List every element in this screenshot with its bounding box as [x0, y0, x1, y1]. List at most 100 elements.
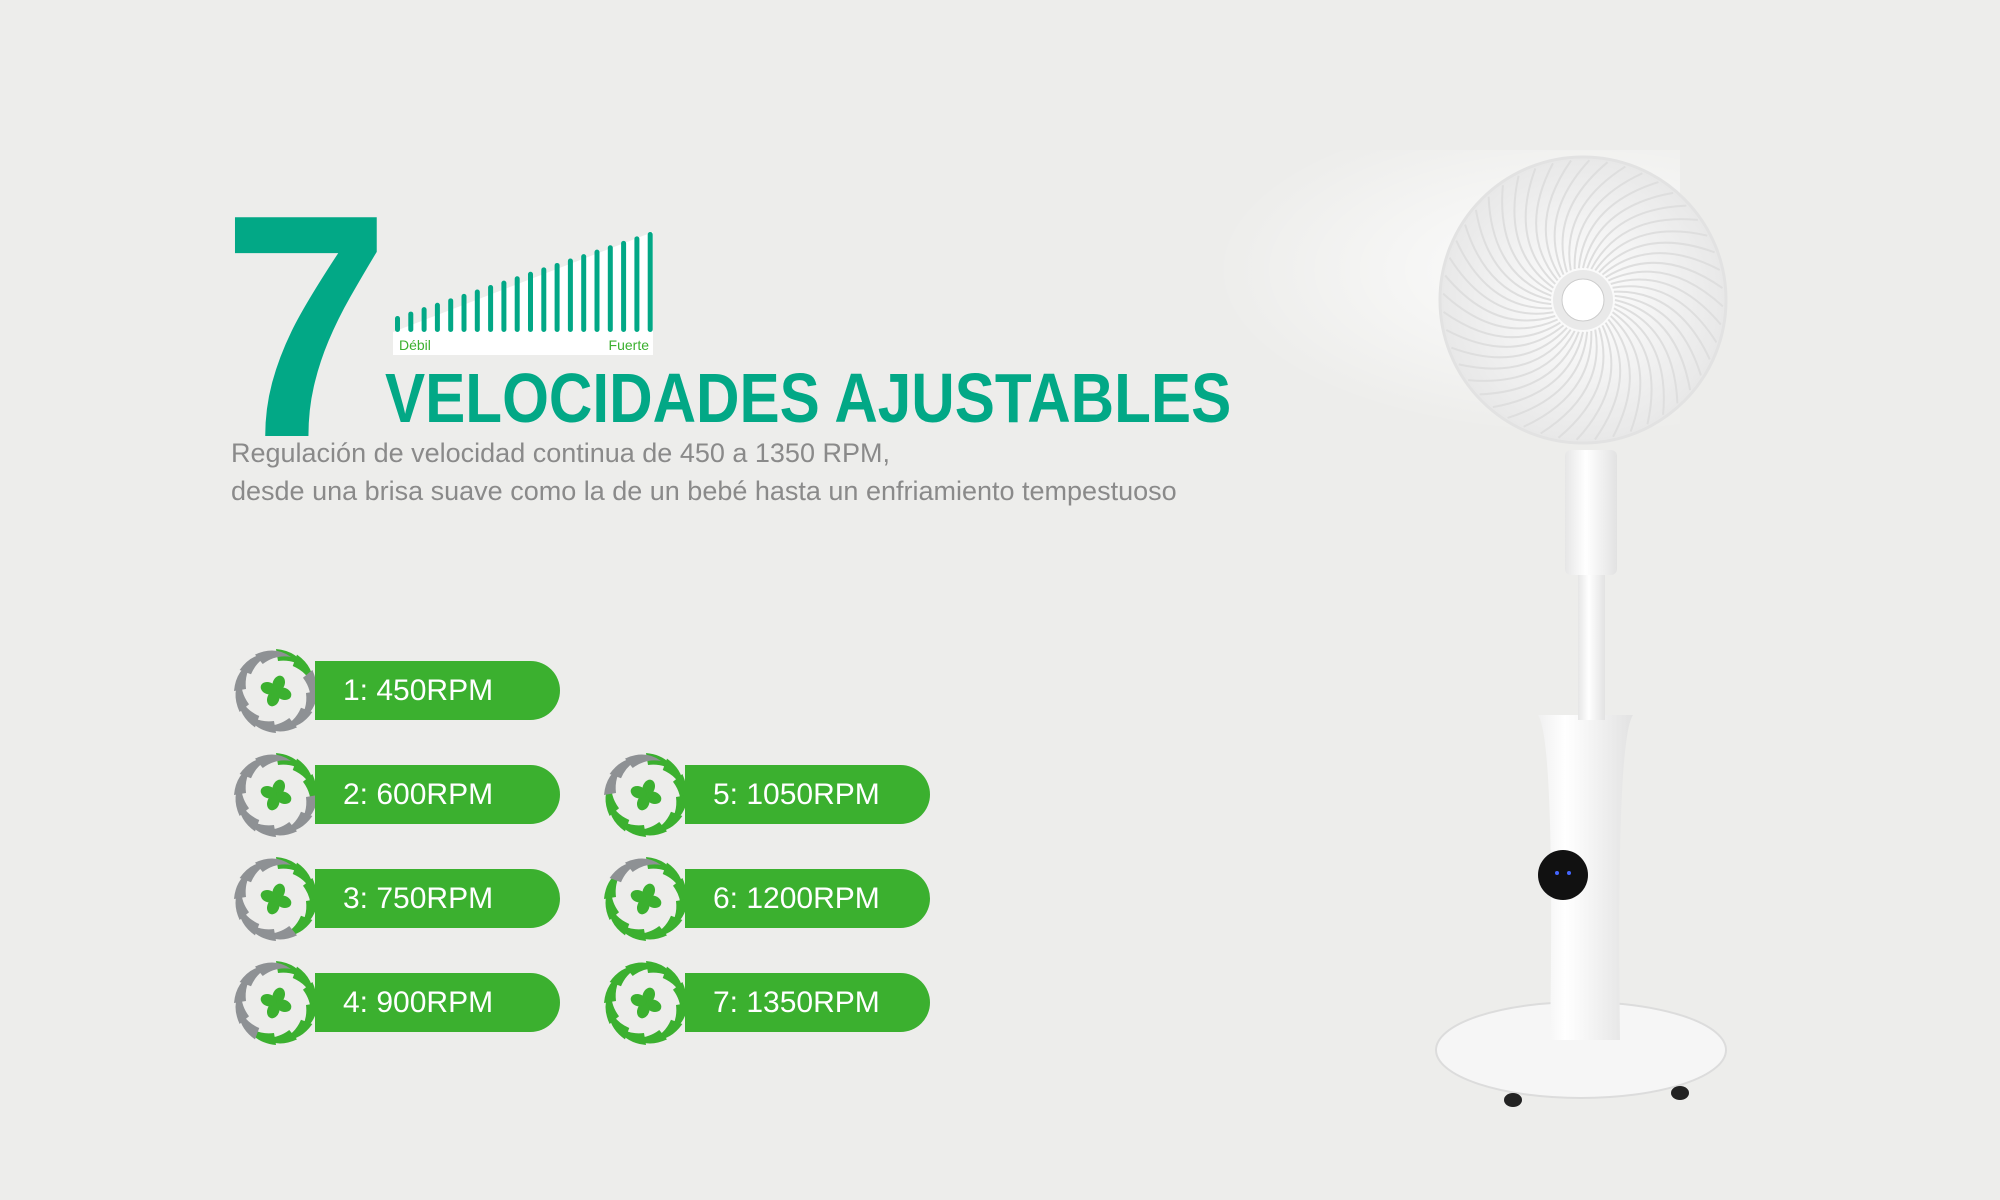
- grill-wire: [1612, 285, 1718, 343]
- swirl-blade: [255, 754, 291, 769]
- swirl-blade: [625, 962, 661, 977]
- swirl-blade: [292, 966, 314, 999]
- fan-blade: [275, 999, 292, 1013]
- grill-wire: [1614, 299, 1692, 391]
- grill-wire: [1594, 230, 1708, 272]
- grill-wire: [1445, 324, 1565, 348]
- pedestal-fan-image: [1435, 155, 1728, 1107]
- grill-wire: [1614, 294, 1702, 376]
- grill-wire: [1535, 162, 1559, 282]
- grill-wire: [1501, 185, 1553, 293]
- swirl-blade: [238, 903, 260, 936]
- swirl-blade: [608, 799, 630, 832]
- swirl-blade: [609, 757, 642, 779]
- meter-bar: [421, 307, 427, 332]
- speed-item: 4: 900RPM: [230, 957, 560, 1047]
- fan-neck: [1565, 450, 1617, 575]
- fan-blade: [630, 785, 647, 799]
- meter-bar: [488, 285, 494, 332]
- description-line-2: desde una brisa suave como la de un bebé…: [231, 476, 1177, 506]
- grill-wire: [1598, 241, 1715, 273]
- meter-bar: [434, 302, 440, 332]
- swirl-blade: [239, 653, 272, 675]
- fan-blade: [260, 681, 277, 695]
- fan-blade: [260, 785, 277, 799]
- grill-wire: [1611, 311, 1653, 425]
- swirl-blade: [238, 1007, 260, 1040]
- swirl-blade: [255, 650, 291, 665]
- meter-bar: [474, 289, 480, 332]
- wheel: [1504, 1093, 1522, 1107]
- swirl-blade: [650, 811, 683, 833]
- control-panel: [1538, 850, 1588, 900]
- meter-min-label: Débil: [399, 337, 431, 353]
- grill-wire: [1607, 270, 1724, 308]
- swirl-blade: [239, 965, 272, 987]
- fan-blade: [266, 1002, 280, 1019]
- grill-wire: [1613, 307, 1665, 415]
- fan-speed-icon: [604, 961, 688, 1045]
- meter-bar: [567, 258, 573, 332]
- grill-wire: [1468, 330, 1576, 382]
- grill-wire: [1577, 181, 1659, 269]
- swirl-blade: [662, 966, 684, 999]
- meter-bar: [395, 316, 400, 332]
- grill-wire: [1568, 165, 1626, 271]
- fan-blade: [645, 895, 662, 909]
- swirl-blade: [239, 757, 272, 779]
- fan-blade: [645, 999, 662, 1013]
- grill-wire: [1607, 318, 1631, 438]
- grill-wire: [1605, 261, 1724, 289]
- description-line-1: Regulación de velocidad continua de 450 …: [231, 438, 890, 468]
- grill-wire: [1464, 224, 1552, 306]
- swirl-blade: [238, 799, 260, 832]
- fan-blade: [645, 791, 662, 805]
- fan-blade: [636, 794, 650, 811]
- grill-wire: [1479, 331, 1580, 396]
- fan-speed-icon: [234, 649, 318, 733]
- meter-bar: [554, 262, 560, 332]
- speed-item: 1: 450RPM: [230, 645, 560, 735]
- meter-bar: [621, 240, 627, 332]
- grill-wire: [1575, 324, 1613, 441]
- grill-wire: [1540, 329, 1598, 435]
- grill-wire: [1573, 172, 1643, 270]
- meter-bar: [594, 249, 600, 332]
- control-display-led: [1555, 871, 1559, 875]
- wheel: [1671, 1086, 1689, 1100]
- grill-wire: [1610, 278, 1722, 326]
- meter-bar: [448, 298, 454, 332]
- fan-blade: [275, 687, 292, 701]
- speed-label: 1: 450RPM: [315, 661, 560, 720]
- meter-max-label: Fuerte: [609, 337, 650, 353]
- meter-background: [393, 232, 653, 355]
- grill-wire: [1590, 218, 1698, 270]
- page-title: VELOCIDADES AJUSTABLES: [385, 359, 1232, 437]
- grill-wire: [1507, 331, 1589, 419]
- swirl-blade: [292, 758, 314, 791]
- speed-label: 2: 600RPM: [315, 765, 560, 824]
- grill-wire: [1492, 331, 1584, 409]
- speed-meter: Débil Fuerte: [393, 232, 653, 355]
- grill-wire: [1610, 315, 1642, 432]
- fan-blade: [266, 898, 280, 915]
- swirl-blade: [609, 965, 642, 987]
- meter-bar: [528, 271, 533, 332]
- swirl-blade: [280, 811, 313, 833]
- meter-bar: [607, 245, 613, 332]
- speed-label: 7: 1350RPM: [685, 973, 930, 1032]
- grill-wire: [1613, 290, 1711, 360]
- fan-speed-icon: [604, 857, 688, 941]
- control-display-led: [1567, 871, 1571, 875]
- grill-wire: [1444, 274, 1556, 322]
- swirl-blade: [255, 858, 291, 873]
- swirl-blade: [292, 654, 314, 687]
- meter-bar: [581, 254, 587, 332]
- meter-bar: [647, 232, 653, 332]
- fan-speed-icon: [234, 753, 318, 837]
- speed-label: 5: 1050RPM: [685, 765, 930, 824]
- meter-bar: [501, 280, 507, 332]
- swirl-blade: [255, 962, 291, 977]
- grill-wire: [1455, 240, 1553, 310]
- fan-blade: [630, 993, 647, 1007]
